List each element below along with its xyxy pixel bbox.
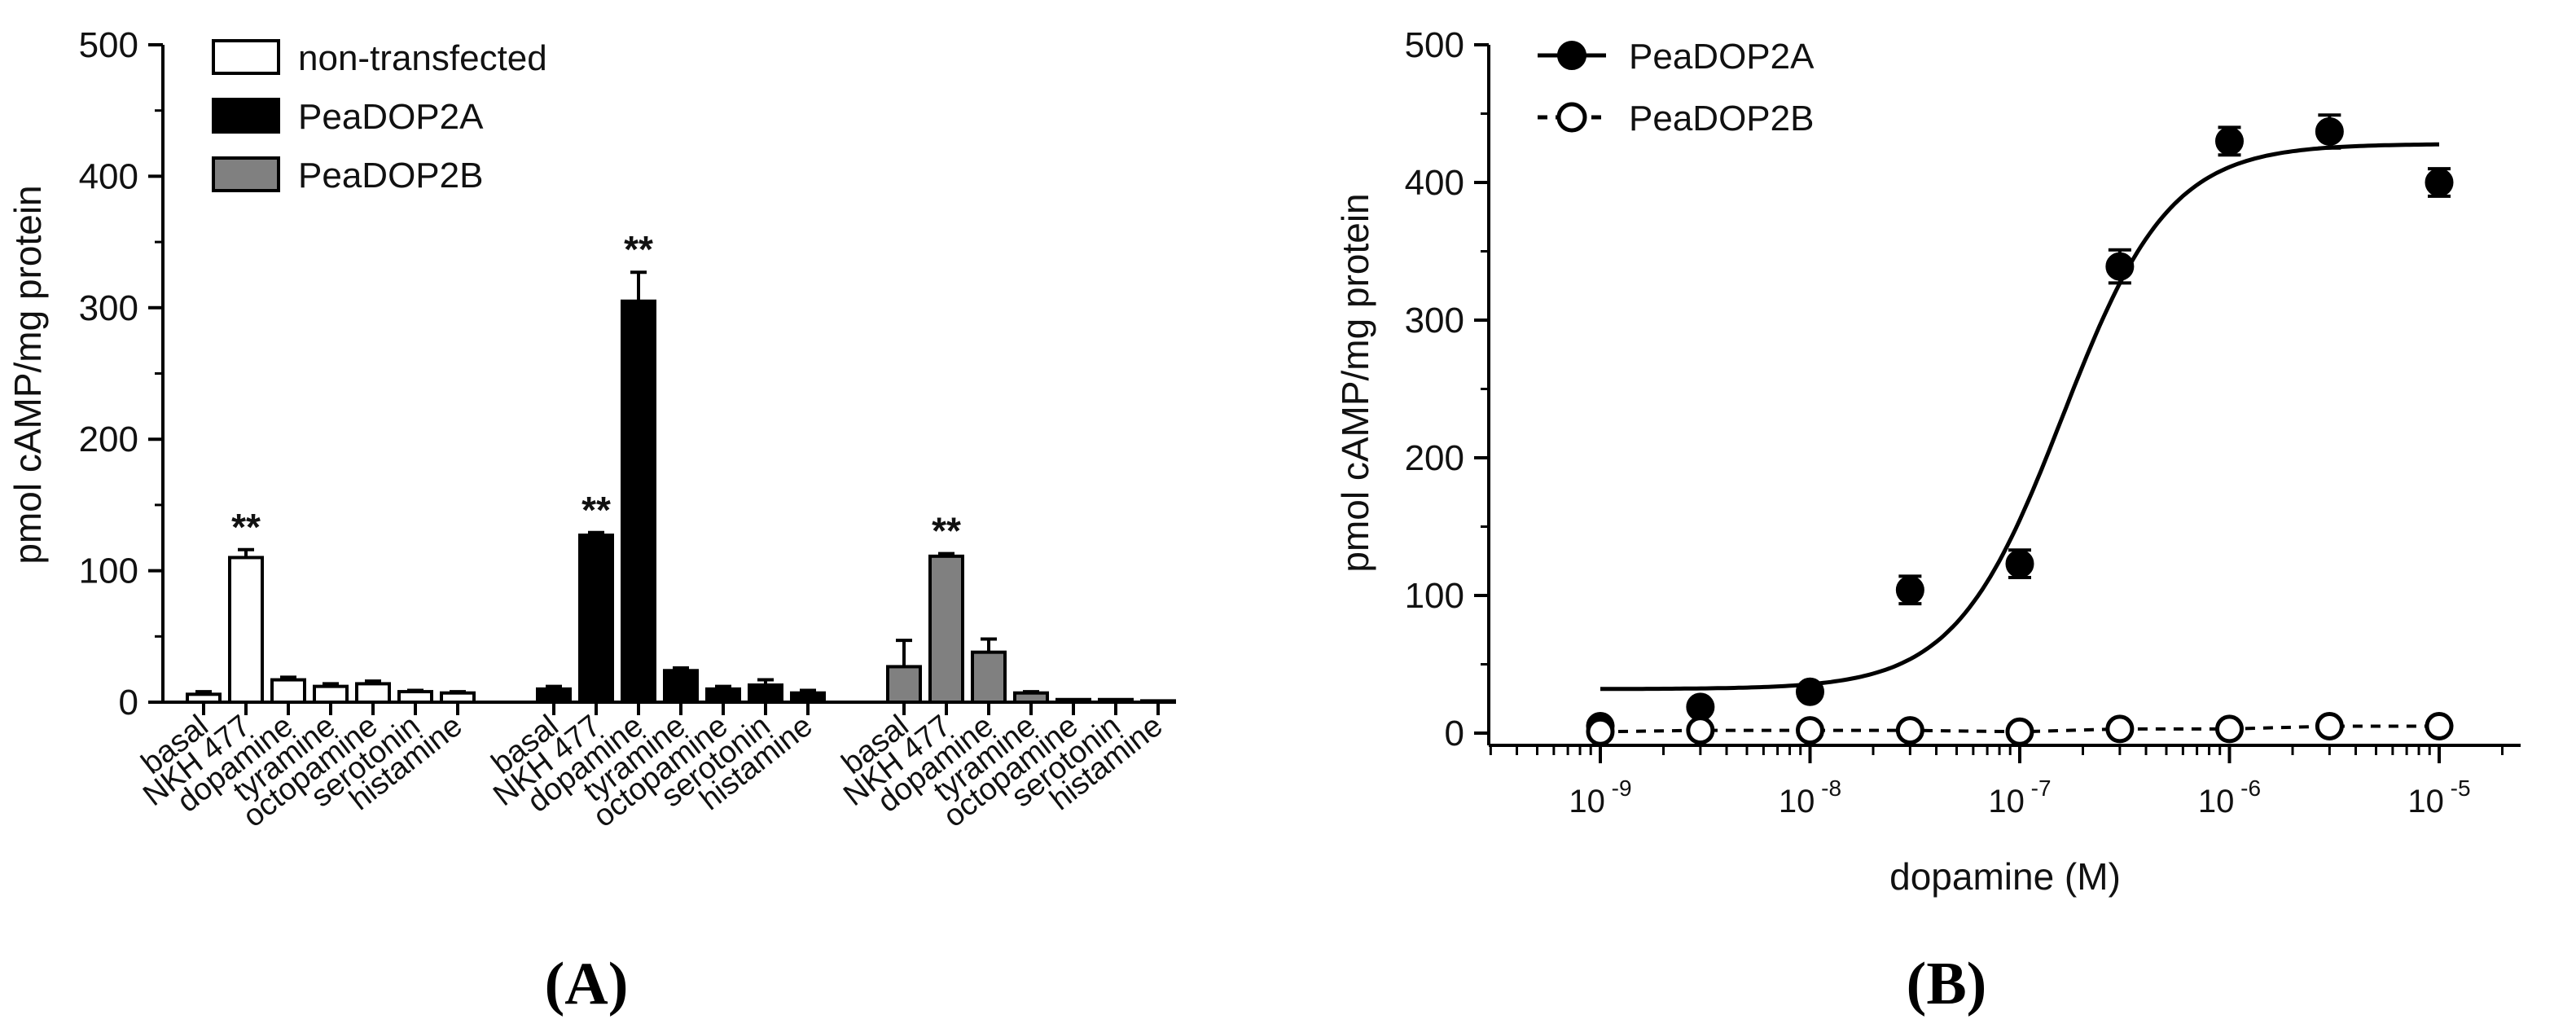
panel-b-y-tick-label-500: 500 <box>1405 25 1464 65</box>
bar-non-transfected-tyramine <box>313 684 349 705</box>
point-peadop2b-3 <box>1895 716 1924 745</box>
legend-label-peadop2b: PeaDOP2B <box>298 156 483 195</box>
point-peadop2b-0 <box>1586 717 1615 746</box>
point-peadop2b-8 <box>2425 712 2454 741</box>
bar-peadop2a-histamine <box>790 691 826 705</box>
legend-swatch-peadop2a <box>212 98 280 134</box>
panel-b-x-tick-label--9: 10 -9 <box>1569 775 1631 819</box>
legend-marker-peadop2a <box>1557 41 1586 70</box>
legend-label-peadop2b-b: PeaDOP2B <box>1629 99 1814 138</box>
point-peadop2a-3 <box>1895 575 1924 604</box>
bar-non-transfected-serotonin <box>397 690 433 705</box>
panel-b-x-ticks: 10 -9 10 -8 10 -7 10 -6 10 -5 <box>1489 745 2504 819</box>
panel-a-y-axis-label: pmol cAMP/mg protein <box>7 185 49 564</box>
bar-peadop2b-dopamine <box>971 650 1007 705</box>
panel-a-y-tick-label-400: 400 <box>79 156 138 196</box>
panel-b-points <box>1586 113 2454 746</box>
panel-b-x-tick-label--8: 10 -8 <box>1779 775 1841 819</box>
point-peadop2a-6 <box>2215 126 2244 156</box>
bar-non-transfected-nkh-477 <box>228 556 264 705</box>
significance-peadop2b-nkh-477: ** <box>932 510 961 552</box>
point-peadop2b-5 <box>2105 714 2135 744</box>
panel-b-curves <box>1600 142 2439 734</box>
panel-b-y-tick-label-400: 400 <box>1405 163 1464 203</box>
bar-peadop2b-histamine <box>1140 699 1176 704</box>
bar-peadop2a-dopamine <box>621 299 656 704</box>
panel-b-label: (B) <box>1907 951 1987 1017</box>
bar-peadop2a-tyramine <box>663 669 699 704</box>
point-peadop2a-5 <box>2105 252 2135 281</box>
panel-a-y-tick-label-300: 300 <box>79 288 138 328</box>
panel-b-y-tick-label-200: 200 <box>1405 438 1464 478</box>
point-peadop2a-1 <box>1686 692 1715 722</box>
point-peadop2b-7 <box>2315 712 2344 741</box>
bar-peadop2b-nkh-477 <box>928 554 964 705</box>
panel-b-y-tick-label-300: 300 <box>1405 301 1464 340</box>
panel-b-x-tick-label--7: 10 -7 <box>1988 775 2051 819</box>
panel-b-y-ticks: 0 100 200 300 400 500 <box>1405 25 1489 753</box>
bar-peadop2a-basal <box>536 687 572 704</box>
point-peadop2a-4 <box>2005 549 2034 578</box>
panel-a-y-tick-label-100: 100 <box>79 551 138 591</box>
bar-peadop2b-tyramine <box>1013 691 1049 705</box>
point-peadop2a-2 <box>1796 677 1824 706</box>
significance-non-transfected-nkh-477: ** <box>231 506 261 548</box>
bar-peadop2a-nkh-477 <box>578 534 614 704</box>
legend-label-non-transfected: non-transfected <box>298 38 547 78</box>
panel-a-y-tick-label-500: 500 <box>79 25 138 65</box>
legend-label-peadop2a-b: PeaDOP2A <box>1629 37 1815 77</box>
panel-a-legend: non-transfected PeaDOP2A PeaDOP2B <box>212 38 547 195</box>
panel-b-x-axis-label: dopamine (M) <box>1889 855 2121 898</box>
bar-peadop2b-octopamine <box>1055 697 1091 704</box>
panel-b-x-tick-label--5: 10 -5 <box>2407 775 2470 819</box>
bar-non-transfected-histamine <box>440 691 476 705</box>
legend-swatch-peadop2b <box>212 156 280 192</box>
panel-a-y-ticks: 0 100 200 300 400 500 <box>79 25 163 723</box>
panel-a-bars: ** ** ** ** <box>186 228 1176 705</box>
bar-non-transfected-dopamine <box>270 678 306 705</box>
point-peadop2b-4 <box>2005 717 2034 746</box>
bar-peadop2a-octopamine <box>705 687 741 704</box>
point-peadop2b-1 <box>1686 716 1715 745</box>
panel-b-y-axis-label: pmol cAMP/mg protein <box>1334 193 1376 572</box>
point-peadop2b-2 <box>1796 716 1824 745</box>
panel-b-y-tick-label-0: 0 <box>1445 714 1464 753</box>
panel-b-x-tick-label--6: 10 -6 <box>2198 775 2261 819</box>
panel-b-y-tick-label-100: 100 <box>1405 576 1464 616</box>
bar-non-transfected-octopamine <box>355 682 391 704</box>
bar-peadop2b-basal <box>886 665 922 704</box>
fit-curve-peadop2a <box>1600 142 2439 692</box>
significance-peadop2a-dopamine: ** <box>624 228 653 270</box>
bar-peadop2b-serotonin <box>1098 697 1134 704</box>
legend-marker-peadop2b <box>1556 102 1587 133</box>
legend-label-peadop2a: PeaDOP2A <box>298 97 484 137</box>
panel-a-label: (A) <box>545 951 629 1017</box>
point-peadop2b-6 <box>2215 714 2244 744</box>
point-peadop2a-8 <box>2425 168 2454 197</box>
bar-non-transfected-basal <box>186 692 222 704</box>
panel-a-y-tick-label-0: 0 <box>119 683 138 723</box>
panel-a-y-tick-label-200: 200 <box>79 420 138 459</box>
significance-peadop2a-nkh-477: ** <box>581 489 611 531</box>
legend-swatch-non-transfected <box>212 39 280 75</box>
bar-peadop2a-serotonin <box>748 683 783 705</box>
point-peadop2a-7 <box>2315 116 2344 146</box>
panel-b-legend: PeaDOP2A PeaDOP2B <box>1538 37 1815 138</box>
